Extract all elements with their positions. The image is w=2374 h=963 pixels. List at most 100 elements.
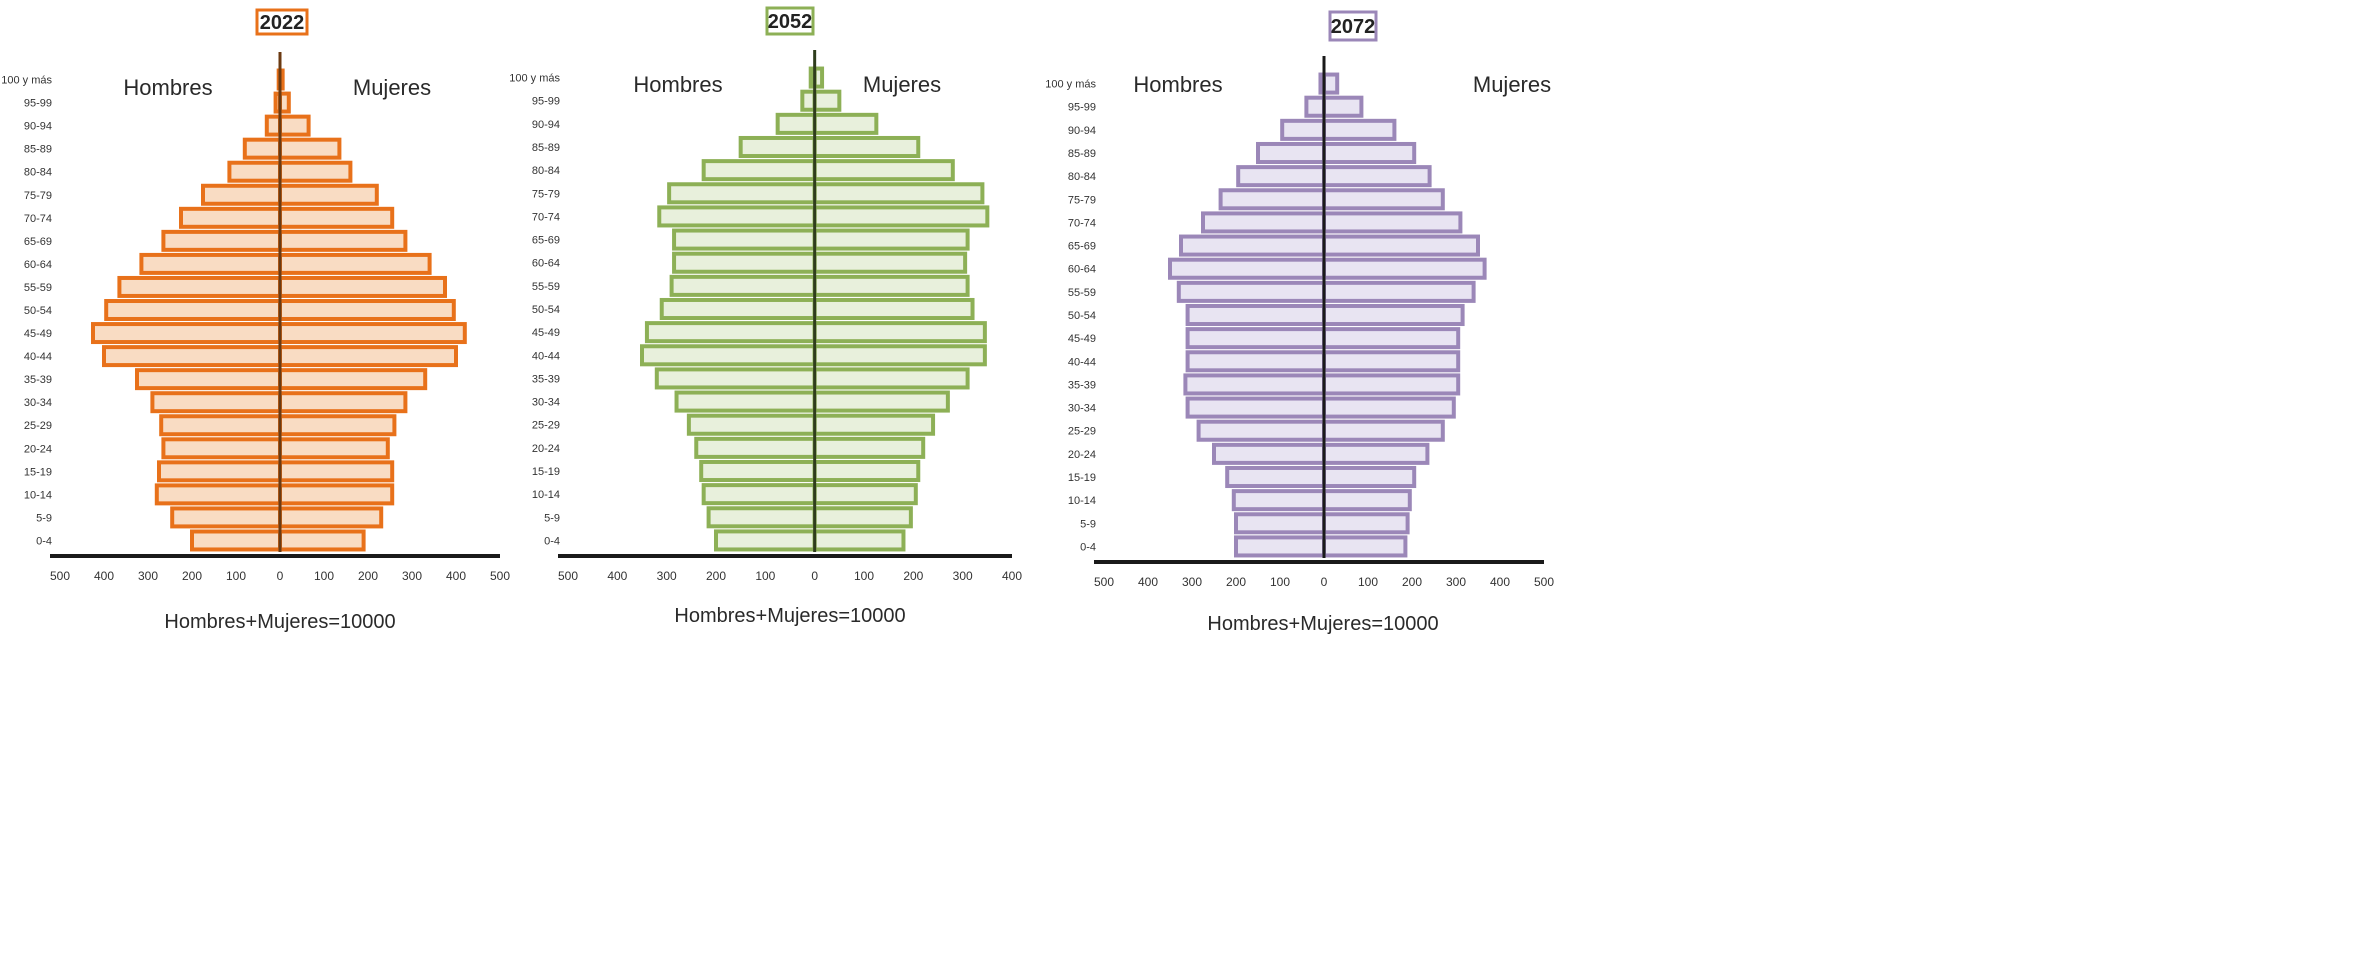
bar-hombres-50-54 [659, 297, 817, 321]
x-tick-label: 500 [1534, 575, 1554, 589]
bar-hombres-85-89 [1256, 141, 1326, 165]
x-tick-label: 0 [811, 569, 818, 583]
age-tick-label: 15-19 [532, 466, 560, 478]
x-tick-label: 400 [94, 569, 114, 583]
age-tick-label: 40-44 [532, 350, 560, 362]
year-badge-box [765, 6, 815, 36]
x-tick-label: 200 [1226, 575, 1246, 589]
age-tick-label: 45-49 [24, 328, 52, 340]
bar-mujeres-15-19 [278, 460, 395, 483]
bar-hombres-80-84 [701, 159, 817, 182]
bar-hombres-5-9 [706, 506, 817, 529]
bar-mujeres-15-19 [812, 459, 921, 483]
bar-mujeres-80-84 [278, 160, 353, 183]
bar-mujeres-75-79 [1322, 188, 1445, 211]
age-tick-label: 75-79 [24, 190, 52, 202]
age-tick-label: 55-59 [1068, 287, 1096, 299]
x-tick-label: 300 [953, 569, 973, 583]
bar-hombres-20-24 [694, 436, 817, 459]
age-tick-label: 10-14 [532, 489, 560, 501]
bar-mujeres-40-44 [278, 345, 458, 368]
x-tick-label: 0 [1321, 575, 1328, 589]
bar-mujeres-0-4 [812, 529, 906, 552]
age-tick-label: 40-44 [1068, 356, 1096, 368]
x-tick-label: 100 [854, 569, 874, 583]
bar-mujeres-45-49 [1322, 327, 1461, 350]
age-tick-label: 30-34 [24, 397, 52, 409]
age-tick-label: 75-79 [532, 188, 560, 200]
bar-hombres-70-74 [657, 205, 817, 228]
age-tick-label: 50-54 [24, 305, 52, 317]
bar-hombres-25-29 [1196, 419, 1326, 442]
age-tick-label: 60-64 [532, 258, 560, 270]
bar-hombres-30-34 [1185, 396, 1326, 419]
bar-hombres-60-64 [1168, 257, 1326, 280]
bar-mujeres-35-39 [812, 367, 970, 390]
bar-mujeres-15-19 [1322, 465, 1417, 489]
x-tick-label: 300 [1446, 575, 1466, 589]
x-tick-label: 100 [314, 569, 334, 583]
year-badge-box [255, 8, 309, 36]
bar-hombres-75-79 [1218, 188, 1326, 211]
age-tick-label: 5-9 [36, 512, 52, 524]
age-tick-label: 45-49 [1068, 333, 1096, 345]
age-tick-label: 20-24 [1068, 449, 1096, 461]
bar-hombres-20-24 [161, 437, 282, 460]
age-tick-label: 35-39 [532, 373, 560, 385]
age-tick-label: 10-14 [24, 489, 52, 501]
x-tick-label: 200 [358, 569, 378, 583]
bar-hombres-85-89 [738, 135, 817, 159]
age-tick-label: 85-89 [24, 144, 52, 156]
bar-mujeres-50-54 [812, 297, 975, 321]
bar-mujeres-70-74 [278, 206, 395, 229]
age-tick-label: 0-4 [544, 535, 560, 547]
age-tick-label: 15-19 [1068, 472, 1096, 484]
x-tick-label: 400 [1002, 569, 1022, 583]
bar-hombres-20-24 [1212, 442, 1326, 465]
bar-hombres-55-59 [117, 275, 283, 298]
age-tick-label: 35-39 [24, 374, 52, 386]
age-tick-label: 20-24 [24, 443, 52, 455]
bar-hombres-0-4 [714, 529, 817, 552]
x-tick-label: 300 [402, 569, 422, 583]
x-tick-label: 0 [277, 569, 284, 583]
x-tick-label: 400 [607, 569, 627, 583]
bar-hombres-30-34 [150, 391, 282, 414]
age-tick-label: 50-54 [1068, 310, 1096, 322]
bar-hombres-55-59 [1176, 280, 1327, 303]
age-tick-label: 0-4 [36, 535, 52, 547]
bar-mujeres-0-4 [278, 529, 366, 552]
bar-hombres-75-79 [667, 182, 817, 205]
bar-mujeres-65-69 [1322, 234, 1480, 257]
pyramid-chart-2022: 2022 Hombres Mujeres 0-4 5-9 10-14 15-19 20-24 2… [1, 8, 510, 633]
bar-hombres-10-14 [154, 483, 282, 506]
bar-mujeres-40-44 [812, 344, 987, 367]
age-tick-label: 5-9 [1080, 518, 1096, 530]
x-tick-label: 200 [706, 569, 726, 583]
age-tick-label: 90-94 [24, 121, 52, 133]
bar-hombres-10-14 [1231, 489, 1327, 512]
age-tick-label: 80-84 [24, 167, 52, 179]
x-axis-title: Hombres+Mujeres=10000 [1207, 613, 1438, 635]
bar-hombres-80-84 [227, 160, 282, 183]
x-tick-label: 100 [226, 569, 246, 583]
x-tick-label: 100 [755, 569, 775, 583]
bar-mujeres-45-49 [278, 322, 467, 345]
bar-hombres-70-74 [1201, 211, 1326, 234]
bar-hombres-30-34 [674, 390, 817, 413]
x-tick-label: 100 [1358, 575, 1378, 589]
bar-mujeres-30-34 [812, 390, 950, 413]
bar-hombres-45-49 [1185, 327, 1326, 350]
bar-mujeres-0-4 [1322, 535, 1408, 558]
chart-title: 2022 [260, 12, 305, 34]
bar-hombres-80-84 [1236, 165, 1326, 188]
age-tick-label: 30-34 [532, 397, 560, 409]
age-tick-label: 80-84 [532, 165, 560, 177]
bar-mujeres-25-29 [1322, 419, 1445, 442]
age-tick-label: 65-69 [24, 236, 52, 248]
bar-hombres-0-4 [1234, 535, 1326, 558]
bar-mujeres-45-49 [812, 321, 987, 344]
chart-title: 2052 [768, 11, 813, 33]
bar-mujeres-75-79 [278, 183, 379, 206]
age-tick-label: 80-84 [1068, 171, 1096, 183]
